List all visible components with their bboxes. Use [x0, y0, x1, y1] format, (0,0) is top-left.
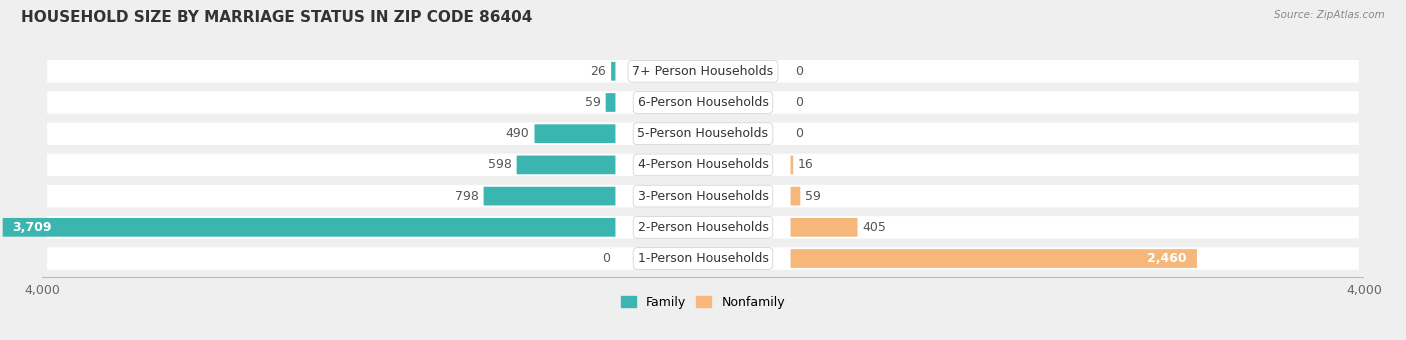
FancyBboxPatch shape [48, 216, 1358, 239]
Text: 59: 59 [585, 96, 600, 109]
FancyBboxPatch shape [612, 62, 616, 81]
Text: 4-Person Households: 4-Person Households [637, 158, 769, 171]
Text: 0: 0 [796, 65, 803, 78]
Text: 0: 0 [603, 252, 610, 265]
Text: 798: 798 [454, 190, 478, 203]
FancyBboxPatch shape [48, 91, 1358, 114]
FancyBboxPatch shape [48, 185, 1358, 207]
Text: 2,460: 2,460 [1147, 252, 1187, 265]
Legend: Family, Nonfamily: Family, Nonfamily [616, 291, 790, 313]
FancyBboxPatch shape [790, 249, 1197, 268]
Text: 16: 16 [799, 158, 814, 171]
Text: 598: 598 [488, 158, 512, 171]
FancyBboxPatch shape [534, 124, 616, 143]
FancyBboxPatch shape [484, 187, 616, 205]
Text: 3-Person Households: 3-Person Households [637, 190, 769, 203]
Text: 7+ Person Households: 7+ Person Households [633, 65, 773, 78]
Text: 26: 26 [591, 65, 606, 78]
Text: 0: 0 [796, 96, 803, 109]
FancyBboxPatch shape [790, 218, 858, 237]
Text: HOUSEHOLD SIZE BY MARRIAGE STATUS IN ZIP CODE 86404: HOUSEHOLD SIZE BY MARRIAGE STATUS IN ZIP… [21, 10, 533, 25]
FancyBboxPatch shape [516, 155, 616, 174]
Text: 405: 405 [862, 221, 886, 234]
Text: Source: ZipAtlas.com: Source: ZipAtlas.com [1274, 10, 1385, 20]
FancyBboxPatch shape [48, 247, 1358, 270]
FancyBboxPatch shape [3, 218, 616, 237]
Text: 2-Person Households: 2-Person Households [637, 221, 769, 234]
Text: 5-Person Households: 5-Person Households [637, 127, 769, 140]
Text: 59: 59 [806, 190, 821, 203]
Text: 6-Person Households: 6-Person Households [637, 96, 769, 109]
Text: 3,709: 3,709 [13, 221, 52, 234]
Text: 490: 490 [506, 127, 530, 140]
FancyBboxPatch shape [790, 155, 793, 174]
Text: 1-Person Households: 1-Person Households [637, 252, 769, 265]
FancyBboxPatch shape [606, 93, 616, 112]
Text: 0: 0 [796, 127, 803, 140]
FancyBboxPatch shape [48, 122, 1358, 145]
FancyBboxPatch shape [790, 187, 800, 205]
FancyBboxPatch shape [48, 60, 1358, 83]
FancyBboxPatch shape [48, 154, 1358, 176]
